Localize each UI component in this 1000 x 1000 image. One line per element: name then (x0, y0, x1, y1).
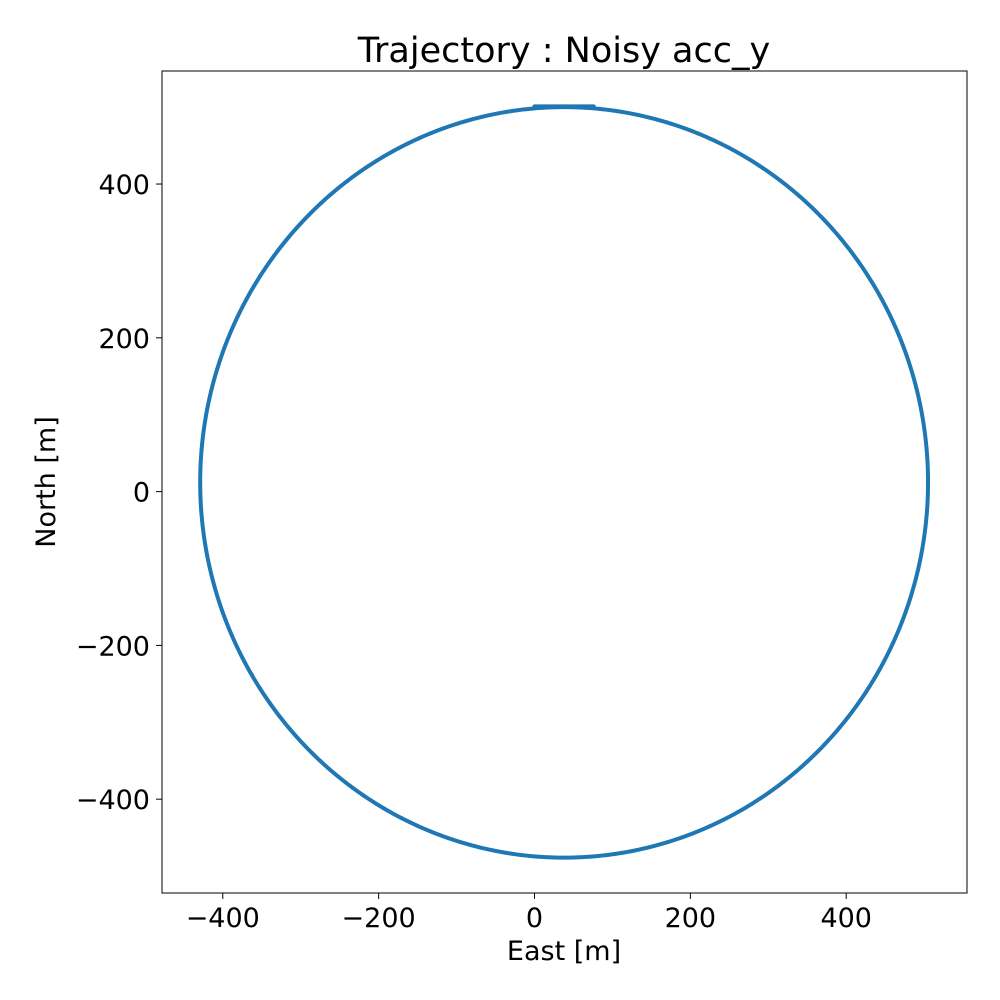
x-tick-label: 400 (820, 903, 872, 934)
y-tick-label: −200 (76, 631, 150, 662)
y-tick-label: 200 (98, 324, 150, 355)
x-axis-label: East [m] (507, 936, 621, 967)
x-tick-label: −400 (186, 903, 260, 934)
plot-area (198, 104, 931, 860)
chart-title: Trajectory : Noisy acc_y (357, 31, 770, 71)
x-tick-label: 0 (526, 903, 543, 934)
x-axis: −400 −200 0 200 400 (186, 893, 872, 934)
x-tick-label: −200 (342, 903, 416, 934)
y-tick-label: 0 (133, 478, 150, 509)
axes-frame (161, 70, 968, 894)
trajectory-line (198, 105, 931, 860)
y-axis-label: North [m] (31, 416, 62, 547)
x-tick-label: 200 (665, 903, 717, 934)
y-axis: −400 −200 0 200 400 (76, 170, 162, 816)
y-tick-label: −400 (76, 785, 150, 816)
y-tick-label: 400 (98, 170, 150, 201)
